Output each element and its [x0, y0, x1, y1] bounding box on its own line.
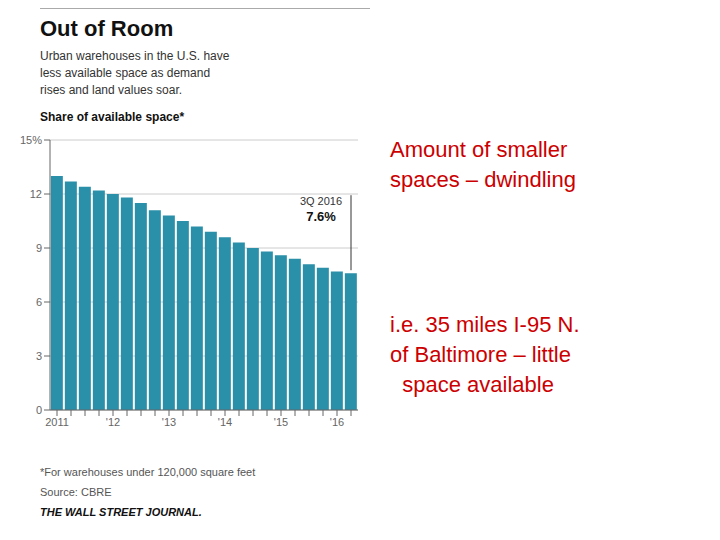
svg-text:0: 0 — [36, 404, 42, 416]
svg-text:'15: '15 — [274, 416, 288, 428]
html-text:rises and land values soar.: rises and land values soar. — [40, 83, 183, 97]
html-text:Source: CBRE: Source: CBRE — [40, 486, 112, 498]
html-text:Out of Room: Out of Room — [40, 16, 174, 41]
html-text:Urban warehouses in the U.S. h: Urban warehouses in the U.S. have — [40, 49, 230, 63]
html-text:*For warehouses under 120,000: *For warehouses under 120,000 square fee… — [40, 466, 256, 478]
svg-text:12: 12 — [30, 188, 42, 200]
svg-text:'12: '12 — [106, 416, 120, 428]
svg-text:3: 3 — [36, 350, 42, 362]
svg-text:'13: '13 — [162, 416, 176, 428]
html-text:less available space as demand: less available space as demand — [40, 66, 211, 80]
html-text:i.e. 35 miles I-95 N. of Balti: i.e. 35 miles I-95 N. of Baltimore – lit… — [390, 312, 580, 397]
svg-text:6: 6 — [36, 296, 42, 308]
svg-text:15%: 15% — [20, 134, 42, 146]
svg-text:'14: '14 — [218, 416, 232, 428]
svg-text:'16: '16 — [330, 416, 344, 428]
html-text:Amount of smaller spaces – dwi: Amount of smaller spaces – dwindling — [390, 137, 576, 192]
html-text:THE WALL STREET JOURNAL.: THE WALL STREET JOURNAL. — [40, 506, 202, 518]
svg-text:7.6%: 7.6% — [306, 209, 336, 224]
svg-text:3Q 2016: 3Q 2016 — [300, 195, 342, 207]
svg-text:2011: 2011 — [45, 416, 69, 428]
html-text:Share of available space*: Share of available space* — [40, 110, 185, 124]
svg-text:9: 9 — [36, 242, 42, 254]
